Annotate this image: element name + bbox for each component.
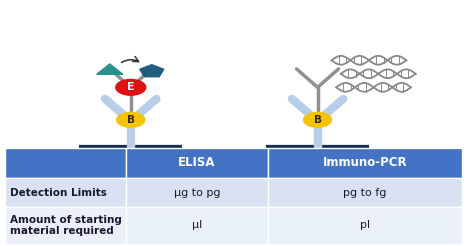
Bar [268,178,462,207]
Bar [5,148,126,178]
Text: Detection Limits: Detection Limits [10,188,107,198]
Circle shape [304,112,332,127]
Polygon shape [97,64,123,74]
Bar [126,207,268,244]
Text: μg to pg: μg to pg [174,188,220,198]
Text: pl: pl [360,220,370,230]
Text: E: E [127,82,134,92]
Bar [268,148,462,178]
Bar [126,148,268,178]
Circle shape [117,112,145,127]
Text: B: B [313,115,322,125]
Text: μl: μl [192,220,202,230]
Bar [268,207,462,244]
Bar [5,207,126,244]
Bar [126,178,268,207]
Text: Amount of starting
material required: Amount of starting material required [10,215,122,236]
Text: ELISA: ELISA [178,156,216,169]
Circle shape [116,79,146,95]
Polygon shape [140,65,164,77]
Text: Immuno-PCR: Immuno-PCR [323,156,407,169]
Text: B: B [127,115,135,125]
Text: pg to fg: pg to fg [343,188,387,198]
Bar [5,178,126,207]
